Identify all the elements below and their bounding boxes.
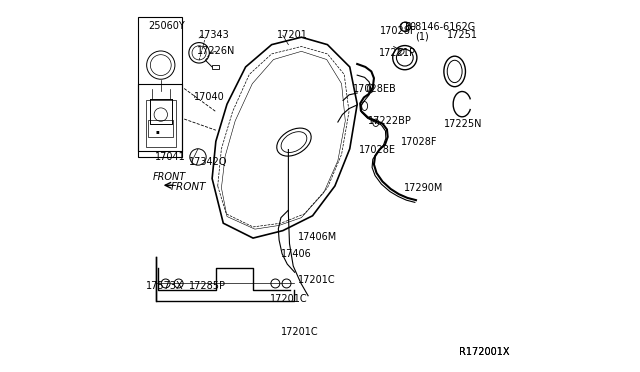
- Text: R172001X: R172001X: [460, 347, 510, 356]
- Bar: [138, 84, 182, 157]
- Text: ▪: ▪: [156, 129, 159, 134]
- Text: 17343: 17343: [199, 31, 230, 40]
- Text: 17028E: 17028E: [359, 145, 396, 154]
- Text: 17028F: 17028F: [401, 137, 438, 147]
- Bar: [146, 100, 177, 147]
- Text: 17201: 17201: [277, 31, 308, 40]
- Text: 17201C: 17201C: [270, 295, 307, 304]
- Text: 17573X: 17573X: [146, 281, 184, 291]
- Text: 08146-6162G: 08146-6162G: [410, 22, 476, 32]
- Text: 17040: 17040: [195, 93, 225, 102]
- Text: 17226N: 17226N: [196, 46, 235, 56]
- Text: B: B: [405, 22, 412, 32]
- Bar: [138, 17, 182, 151]
- Text: 17290M: 17290M: [404, 183, 444, 193]
- Text: 17041: 17041: [156, 152, 186, 162]
- Text: (1): (1): [415, 32, 429, 41]
- Text: 17221P: 17221P: [379, 48, 416, 58]
- Bar: [212, 65, 219, 69]
- Text: 17028F: 17028F: [380, 26, 416, 35]
- Text: 17201C: 17201C: [281, 327, 319, 337]
- Text: 17251: 17251: [447, 31, 477, 40]
- Bar: [148, 120, 173, 137]
- Text: 17406M: 17406M: [298, 232, 337, 242]
- Text: 17342Q: 17342Q: [189, 157, 228, 167]
- Text: 17201C: 17201C: [298, 275, 335, 285]
- Text: 17028EB: 17028EB: [353, 84, 397, 93]
- Text: FRONT: FRONT: [153, 172, 186, 182]
- Text: FRONT: FRONT: [170, 182, 206, 192]
- Text: R172001X: R172001X: [460, 347, 510, 356]
- Text: 17222BP: 17222BP: [367, 116, 412, 126]
- Text: 17406: 17406: [281, 249, 312, 259]
- Text: 17285P: 17285P: [189, 281, 226, 291]
- Text: 17225N: 17225N: [444, 119, 482, 128]
- Text: 25060Y: 25060Y: [148, 21, 185, 31]
